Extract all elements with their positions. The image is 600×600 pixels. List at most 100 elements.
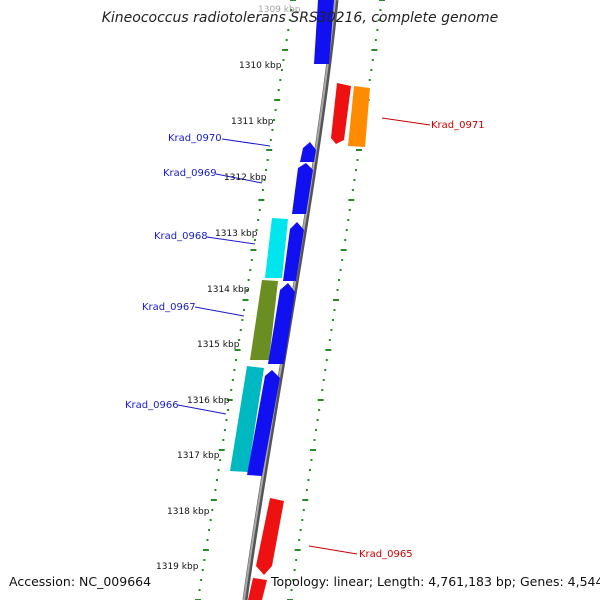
kbp-label: 1310 kbp bbox=[239, 61, 282, 71]
outer-tick bbox=[293, 569, 296, 571]
gene-feature[interactable] bbox=[283, 222, 304, 281]
inner-tick bbox=[290, 9, 293, 11]
inner-tick bbox=[219, 459, 222, 461]
outer-tick bbox=[318, 409, 321, 411]
label-leader bbox=[221, 138, 271, 147]
outer-tick bbox=[351, 189, 354, 191]
inner-tick bbox=[216, 479, 218, 481]
inner-tick bbox=[222, 439, 225, 441]
outer-tick bbox=[379, 9, 382, 11]
inner-tick bbox=[257, 219, 260, 221]
gene-label-krad-0965[interactable]: Krad_0965 bbox=[359, 549, 413, 560]
inner-tick bbox=[208, 529, 211, 531]
inner-tick bbox=[280, 69, 283, 71]
inner-tick bbox=[200, 579, 203, 581]
gene-feature[interactable] bbox=[331, 83, 351, 144]
gene-feature[interactable] bbox=[230, 366, 264, 472]
inner-tick bbox=[266, 149, 273, 151]
inner-tick bbox=[282, 59, 285, 61]
inner-tick bbox=[242, 309, 245, 311]
outer-tick bbox=[379, 0, 385, 1]
outer-tick bbox=[370, 69, 373, 71]
inner-tick bbox=[230, 389, 233, 391]
outer-tick bbox=[345, 229, 348, 231]
outer-tick bbox=[371, 49, 378, 51]
gene-feature[interactable] bbox=[314, 0, 334, 64]
outer-tick bbox=[301, 519, 304, 521]
inner-tick bbox=[288, 19, 291, 21]
gene-label-krad-0966[interactable]: Krad_0966 bbox=[125, 400, 179, 411]
inner-tick bbox=[227, 409, 230, 411]
kbp-label: 1309 kbp bbox=[258, 5, 301, 15]
outer-tick bbox=[290, 589, 293, 591]
gene-feature[interactable] bbox=[292, 163, 313, 214]
outer-tick bbox=[368, 79, 371, 81]
gene-feature[interactable] bbox=[248, 578, 267, 600]
gene-feature[interactable] bbox=[348, 86, 370, 147]
outer-tick bbox=[299, 529, 302, 531]
outer-tick bbox=[328, 339, 331, 341]
outer-tick bbox=[325, 349, 332, 351]
label-leader bbox=[381, 117, 431, 126]
inner-tick bbox=[273, 119, 275, 121]
topology-text: Topology: linear; Length: 4,761,183 bp; … bbox=[270, 574, 600, 589]
kbp-labels: 1309 kbp 1310 kbp 1311 kbp 1312 kbp 1313… bbox=[156, 5, 301, 572]
outer-tick bbox=[310, 449, 316, 451]
kbp-label: 1313 kbp bbox=[215, 229, 258, 239]
kbp-label: 1315 kbp bbox=[197, 340, 240, 350]
outer-tick bbox=[356, 159, 359, 161]
gene-labels: Krad_0970 Krad_0969 Krad_0968 Krad_0967 … bbox=[125, 120, 485, 560]
gene-label-krad-0971[interactable]: Krad_0971 bbox=[431, 120, 485, 131]
gene-label-krad-0969[interactable]: Krad_0969 bbox=[163, 168, 217, 179]
inner-tick bbox=[265, 169, 268, 171]
inner-tick bbox=[277, 89, 280, 91]
gene-label-krad-0968[interactable]: Krad_0968 bbox=[154, 231, 208, 242]
inner-tick bbox=[231, 379, 234, 381]
outer-tick bbox=[315, 429, 318, 431]
label-leader bbox=[177, 404, 227, 415]
gene-feature[interactable] bbox=[265, 218, 288, 278]
gene-label-krad-0967[interactable]: Krad_0967 bbox=[142, 302, 196, 313]
inner-tick bbox=[263, 179, 266, 181]
gene-feature[interactable] bbox=[268, 283, 295, 364]
label-leaders bbox=[177, 117, 431, 555]
kbp-label: 1319 kbp bbox=[156, 562, 199, 572]
inner-tick bbox=[250, 249, 257, 251]
inner-tick bbox=[214, 489, 217, 491]
outer-tick bbox=[371, 59, 374, 61]
gene-features bbox=[230, 0, 370, 600]
gene-feature[interactable] bbox=[300, 142, 316, 162]
inner-tick bbox=[287, 29, 290, 31]
kbp-label: 1314 kbp bbox=[207, 285, 250, 295]
outer-tick bbox=[331, 319, 334, 321]
inner-tick bbox=[274, 109, 277, 111]
gene-feature[interactable] bbox=[250, 280, 278, 360]
inner-tick bbox=[225, 419, 228, 421]
outer-tick bbox=[295, 559, 298, 561]
inner-tick bbox=[261, 189, 264, 191]
inner-tick bbox=[218, 449, 225, 451]
kbp-label: 1312 kbp bbox=[224, 173, 267, 183]
inner-tick bbox=[198, 589, 201, 591]
inner-tick bbox=[234, 349, 241, 351]
kbp-label: 1311 kbp bbox=[231, 117, 274, 127]
inner-tick bbox=[274, 99, 281, 101]
outer-tick bbox=[298, 539, 301, 541]
outer-tick bbox=[333, 299, 339, 301]
kbp-label: 1318 kbp bbox=[167, 507, 210, 517]
outer-tick bbox=[333, 309, 336, 311]
gene-feature[interactable] bbox=[256, 498, 284, 575]
inner-tick bbox=[241, 319, 244, 321]
inner-tick bbox=[255, 229, 258, 231]
outer-tick bbox=[325, 359, 328, 361]
outer-tick bbox=[356, 149, 362, 151]
outer-tick bbox=[347, 219, 350, 221]
outer-tick bbox=[353, 179, 356, 181]
outer-tick bbox=[338, 279, 341, 281]
outer-tick bbox=[344, 239, 347, 241]
outer-tick bbox=[302, 499, 309, 501]
gene-label-krad-0970[interactable]: Krad_0970 bbox=[168, 133, 222, 144]
outer-tick bbox=[305, 489, 308, 491]
gene-feature[interactable] bbox=[247, 370, 280, 476]
inner-tick bbox=[258, 209, 261, 211]
